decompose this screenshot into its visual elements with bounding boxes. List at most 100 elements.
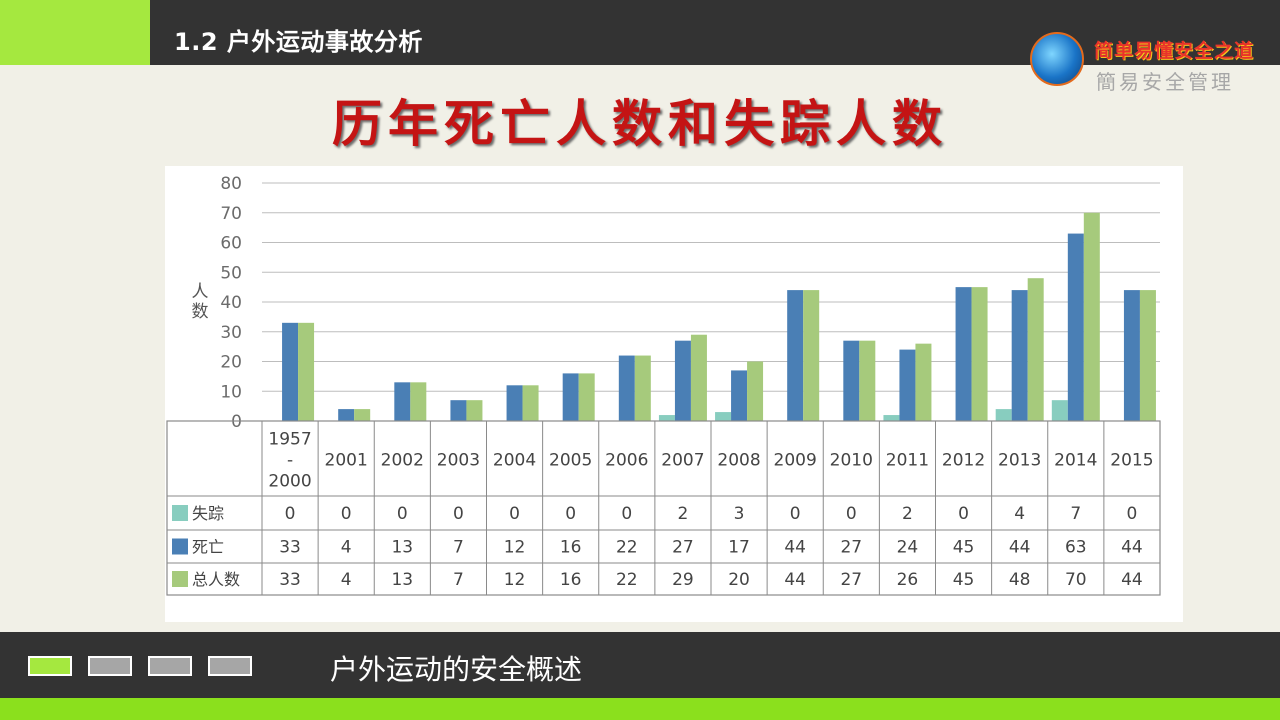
logo-text-primary: 简单易懂安全之道 xyxy=(1094,40,1255,62)
category-label: 2013 xyxy=(998,451,1041,471)
y-tick-label: 70 xyxy=(220,204,242,224)
bar-total xyxy=(466,400,483,421)
data-label: 0 xyxy=(846,504,857,524)
legend-label: 失踪 xyxy=(192,504,224,523)
data-label: 0 xyxy=(958,504,969,524)
y-tick-label: 40 xyxy=(220,293,242,313)
category-label: 2003 xyxy=(437,451,480,471)
data-label: 44 xyxy=(1121,570,1143,590)
data-label: 44 xyxy=(1121,538,1143,558)
bar-total xyxy=(915,343,932,421)
y-tick-label: 30 xyxy=(220,323,242,343)
bar-missing xyxy=(715,412,732,421)
data-label: 7 xyxy=(453,570,464,590)
category-label: 1957 xyxy=(268,430,311,450)
data-table-border xyxy=(166,420,1161,596)
data-label: 63 xyxy=(1065,538,1087,558)
data-label: 16 xyxy=(560,538,582,558)
bar-total xyxy=(1139,290,1156,421)
bar-missing xyxy=(1051,400,1068,421)
data-label: 45 xyxy=(953,570,975,590)
legend-swatch xyxy=(172,538,188,555)
y-tick-label: 60 xyxy=(220,234,242,254)
bar-deaths xyxy=(1067,233,1084,421)
data-label: 13 xyxy=(391,570,413,590)
category-label: 2001 xyxy=(325,451,368,471)
data-label: 0 xyxy=(397,504,408,524)
y-axis-label: 数 xyxy=(192,302,209,322)
data-label: 44 xyxy=(784,570,806,590)
data-label: 70 xyxy=(1065,570,1087,590)
bar-total xyxy=(522,385,539,421)
data-label: 45 xyxy=(953,538,975,558)
bar-deaths xyxy=(562,373,579,421)
logo-text-secondary: 簡易安全管理 xyxy=(1096,70,1234,94)
bar-deaths xyxy=(506,385,523,421)
bar-deaths xyxy=(282,322,299,421)
data-label: 0 xyxy=(621,504,632,524)
data-label: 2 xyxy=(678,504,689,524)
section-title: 1.2 户外运动事故分析 xyxy=(174,28,423,56)
category-label: 2008 xyxy=(717,451,760,471)
bar-missing xyxy=(995,409,1012,421)
y-tick-label: 80 xyxy=(220,174,242,194)
slide-title: 历年死亡人数和失踪人数 xyxy=(332,94,948,153)
data-label: 0 xyxy=(453,504,464,524)
category-label: 2004 xyxy=(493,451,536,471)
data-label: 4 xyxy=(1014,504,1025,524)
bar-total xyxy=(410,382,427,421)
bar-total xyxy=(1083,212,1100,421)
bar-deaths xyxy=(955,287,972,421)
bar-total xyxy=(298,322,315,421)
data-label: 4 xyxy=(341,570,352,590)
data-label: 27 xyxy=(672,538,694,558)
page-indicator-1[interactable] xyxy=(28,656,72,676)
data-label: 0 xyxy=(341,504,352,524)
page-indicator-2[interactable] xyxy=(88,656,132,676)
data-label: 44 xyxy=(1009,538,1031,558)
bar-deaths xyxy=(1123,290,1140,421)
data-label: 27 xyxy=(840,538,862,558)
bar-total xyxy=(859,340,876,421)
bar-missing xyxy=(658,415,675,421)
data-label: 33 xyxy=(279,570,301,590)
header-accent-block xyxy=(0,0,150,65)
bar-total xyxy=(803,290,820,421)
category-label: 2014 xyxy=(1054,451,1097,471)
data-label: 0 xyxy=(285,504,296,524)
page-indicator-4[interactable] xyxy=(208,656,252,676)
legend-swatch xyxy=(172,505,188,521)
bar-deaths xyxy=(899,349,916,421)
bar-total xyxy=(578,373,595,421)
data-label: 24 xyxy=(897,538,919,558)
bar-deaths xyxy=(394,382,411,421)
category-label: 2010 xyxy=(830,451,873,471)
bar-deaths xyxy=(338,409,355,421)
y-tick-label: 0 xyxy=(231,412,242,432)
data-label: 22 xyxy=(616,570,638,590)
category-label: - xyxy=(287,451,293,471)
bar-total xyxy=(747,361,764,421)
data-label: 4 xyxy=(341,538,352,558)
data-label: 16 xyxy=(560,570,582,590)
data-label: 0 xyxy=(1127,504,1138,524)
data-label: 26 xyxy=(897,570,919,590)
legend-swatch xyxy=(172,571,188,587)
bar-deaths xyxy=(674,340,691,421)
bar-deaths xyxy=(450,400,467,421)
data-label: 0 xyxy=(509,504,520,524)
category-label: 2012 xyxy=(942,451,985,471)
footer-bar: 户外运动的安全概述 xyxy=(0,632,1280,698)
header-bar: 1.2 户外运动事故分析 xyxy=(0,0,1280,65)
y-tick-label: 20 xyxy=(220,353,242,373)
data-label: 22 xyxy=(616,538,638,558)
bar-deaths xyxy=(787,290,804,421)
bar-total xyxy=(690,334,707,421)
page-indicator-3[interactable] xyxy=(148,656,192,676)
category-label: 2015 xyxy=(1110,451,1153,471)
data-label: 7 xyxy=(1070,504,1081,524)
data-label: 12 xyxy=(504,538,526,558)
data-label: 2 xyxy=(902,504,913,524)
bar-deaths xyxy=(731,370,748,421)
